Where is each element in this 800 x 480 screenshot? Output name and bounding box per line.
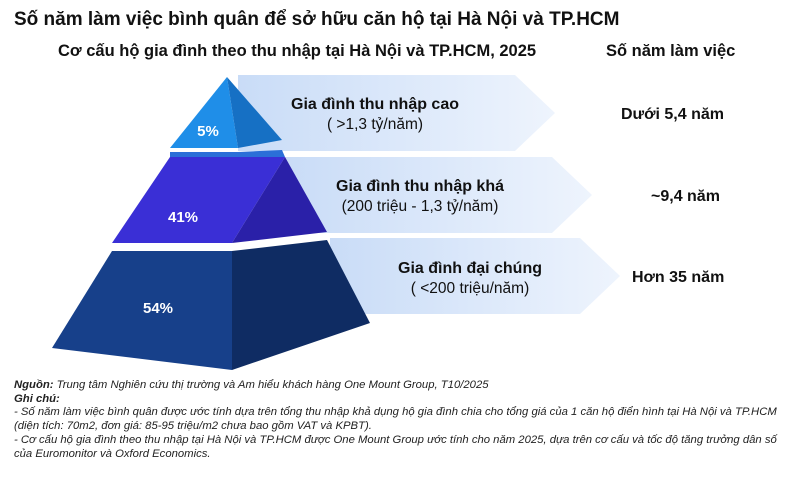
tier-top-label: Gia đình thu nhập cao ( >1,3 tỷ/năm) bbox=[270, 95, 480, 135]
tier-mid-side bbox=[232, 157, 327, 243]
tier-bottom-arrow bbox=[330, 238, 620, 314]
source-text: Trung tâm Nghiên cứu thị trường và Am hi… bbox=[56, 379, 489, 391]
years-column-header: Số năm làm việc bbox=[606, 42, 736, 60]
tier-mid-years: ~9,4 năm bbox=[651, 188, 720, 205]
note-label: Ghi chú: bbox=[14, 392, 60, 405]
tier-top-percent: 5% bbox=[197, 123, 219, 140]
tier-mid-percent: 41% bbox=[167, 209, 199, 226]
tier-mid-arrow bbox=[285, 157, 592, 233]
tier-top-face bbox=[170, 77, 238, 148]
tier-top-side bbox=[227, 77, 282, 148]
source-line: Nguồn: Trung tâm Nghiên cứu thị trường v… bbox=[14, 379, 794, 393]
tier-bottom-name: Gia đình đại chúng bbox=[398, 260, 542, 277]
tier-mid-topcap bbox=[170, 150, 285, 157]
page-title: Số năm làm việc bình quân để sở hữu căn … bbox=[14, 9, 620, 30]
footnotes: Nguồn: Trung tâm Nghiên cứu thị trường v… bbox=[14, 379, 794, 461]
tier-mid-name: Gia đình thu nhập khá bbox=[336, 178, 504, 195]
tier-top-name: Gia đình thu nhập cao bbox=[291, 96, 459, 113]
tier-bottom-range: ( <200 triệu/năm) bbox=[410, 280, 530, 297]
tier-bottom-percent: 54% bbox=[142, 300, 174, 317]
tier-bottom-face bbox=[52, 251, 232, 370]
note-1: - Số năm làm việc bình quân được ước tín… bbox=[14, 406, 777, 433]
tier-bottom-side bbox=[232, 240, 370, 370]
tier-mid-face bbox=[112, 157, 285, 243]
tier-bottom-label: Gia đình đại chúng ( <200 triệu/năm) bbox=[370, 259, 570, 299]
pyramid-subtitle: Cơ cấu hộ gia đình theo thu nhập tại Hà … bbox=[58, 42, 537, 60]
tier-top-years: Dưới 5,4 năm bbox=[621, 106, 724, 123]
tier-mid-range: (200 triệu - 1,3 tỷ/năm) bbox=[341, 198, 499, 215]
tier-top-range: ( >1,3 tỷ/năm) bbox=[326, 116, 424, 133]
source-label: Nguồn: bbox=[14, 379, 54, 391]
note-2: - Cơ cấu hộ gia đình theo thu nhập tại H… bbox=[14, 433, 777, 460]
tier-bottom-years: Hơn 35 năm bbox=[632, 269, 725, 286]
tier-top-arrow bbox=[238, 75, 555, 151]
tier-mid-label: Gia đình thu nhập khá (200 triệu - 1,3 t… bbox=[310, 177, 530, 217]
income-pyramid bbox=[52, 75, 620, 370]
